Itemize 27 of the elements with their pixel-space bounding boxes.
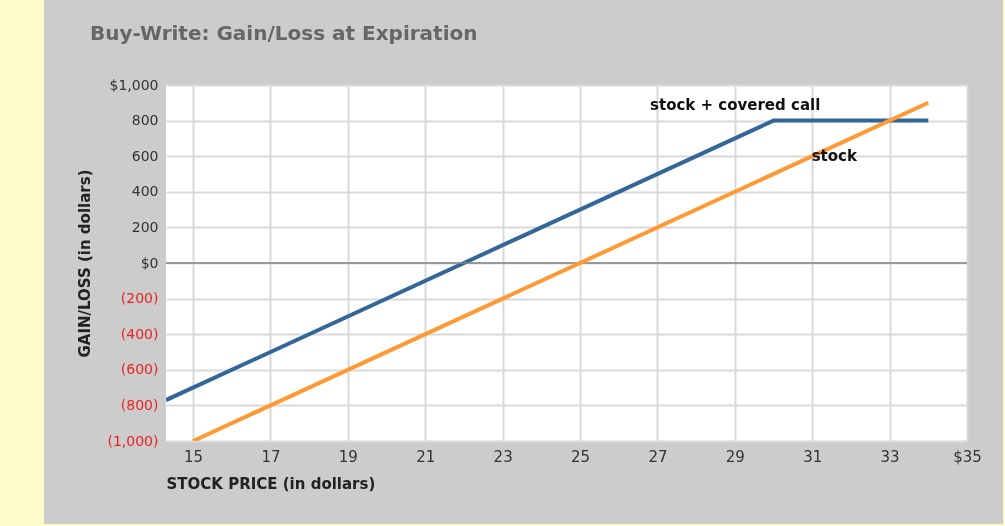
series-label: stock bbox=[811, 146, 858, 165]
y-tick-label: $0 bbox=[140, 254, 159, 271]
x-tick-label: $35 bbox=[953, 447, 982, 466]
x-tick-label: 23 bbox=[493, 447, 513, 466]
y-tick-label: (600) bbox=[120, 361, 159, 378]
x-tick-label: 33 bbox=[880, 447, 900, 466]
y-tick-label: (400) bbox=[120, 325, 159, 342]
y-tick-label: (1,000) bbox=[107, 432, 159, 449]
chart-title: Buy-Write: Gain/Loss at Expiration bbox=[90, 21, 478, 45]
series-label: stock + covered call bbox=[650, 95, 821, 114]
x-tick-label: 25 bbox=[571, 447, 591, 466]
x-axis-title: STOCK PRICE (in dollars) bbox=[166, 474, 376, 493]
y-tick-label: (200) bbox=[120, 290, 159, 307]
x-tick-label: 19 bbox=[338, 447, 358, 466]
y-tick-label: 600 bbox=[131, 147, 159, 164]
y-tick-label: $1,000 bbox=[109, 76, 159, 93]
x-tick-label: 15 bbox=[184, 447, 204, 466]
x-tick-label: 17 bbox=[261, 447, 281, 466]
x-tick-label: 21 bbox=[416, 447, 436, 466]
y-tick-label: 400 bbox=[131, 183, 159, 200]
x-tick-label: 31 bbox=[803, 447, 823, 466]
x-tick-label: 27 bbox=[648, 447, 668, 466]
x-tick-label: 29 bbox=[725, 447, 745, 466]
y-tick-label: (800) bbox=[120, 396, 159, 413]
y-axis-title: GAIN/LOSS (in dollars) bbox=[76, 169, 95, 358]
y-tick-label: 800 bbox=[131, 112, 159, 129]
y-tick-label: 200 bbox=[131, 218, 159, 235]
